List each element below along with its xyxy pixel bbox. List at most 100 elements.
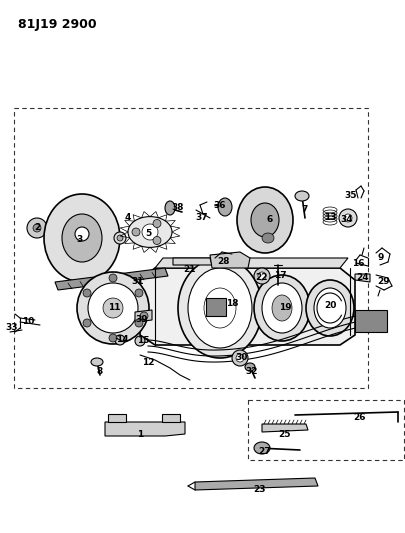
Ellipse shape xyxy=(128,216,172,247)
Circle shape xyxy=(343,214,351,222)
Text: 33: 33 xyxy=(6,324,18,333)
Text: 36: 36 xyxy=(213,201,226,211)
Text: 29: 29 xyxy=(377,278,389,287)
Ellipse shape xyxy=(254,442,269,454)
Text: 1: 1 xyxy=(136,431,143,440)
Text: 13: 13 xyxy=(323,214,335,222)
Ellipse shape xyxy=(91,358,103,366)
Circle shape xyxy=(109,274,117,282)
Text: 11: 11 xyxy=(107,303,120,311)
Polygon shape xyxy=(209,252,249,268)
Circle shape xyxy=(231,350,247,366)
Ellipse shape xyxy=(271,295,291,321)
Circle shape xyxy=(33,224,41,232)
Ellipse shape xyxy=(250,203,278,237)
Circle shape xyxy=(134,319,143,327)
Circle shape xyxy=(27,218,47,238)
Circle shape xyxy=(142,224,158,240)
Text: 22: 22 xyxy=(255,273,268,282)
Polygon shape xyxy=(140,268,354,345)
Text: 17: 17 xyxy=(273,271,286,279)
Polygon shape xyxy=(261,424,307,432)
Circle shape xyxy=(83,289,91,297)
Polygon shape xyxy=(194,478,317,490)
Circle shape xyxy=(88,283,138,333)
Bar xyxy=(247,400,403,460)
Text: 4: 4 xyxy=(124,214,131,222)
Text: 21: 21 xyxy=(183,265,196,274)
Text: 23: 23 xyxy=(253,486,266,495)
Text: 8: 8 xyxy=(97,367,103,376)
Ellipse shape xyxy=(237,187,292,253)
Text: 38: 38 xyxy=(171,203,184,212)
Bar xyxy=(162,414,179,422)
Text: 12: 12 xyxy=(141,359,154,367)
Text: 20: 20 xyxy=(323,301,335,310)
Polygon shape xyxy=(105,422,185,436)
Circle shape xyxy=(103,298,123,318)
Text: 24: 24 xyxy=(356,273,369,282)
Text: 19: 19 xyxy=(278,303,291,312)
Circle shape xyxy=(77,272,149,344)
Circle shape xyxy=(257,272,265,280)
Circle shape xyxy=(153,237,161,245)
Text: 3: 3 xyxy=(77,236,83,245)
Text: 81J19 2900: 81J19 2900 xyxy=(18,18,96,31)
Ellipse shape xyxy=(261,233,273,243)
Text: 6: 6 xyxy=(266,215,273,224)
Text: 15: 15 xyxy=(136,336,149,345)
Ellipse shape xyxy=(164,201,175,215)
Text: 7: 7 xyxy=(301,206,307,214)
Bar xyxy=(14,108,367,388)
Circle shape xyxy=(135,336,145,346)
Text: 35: 35 xyxy=(344,191,356,200)
Ellipse shape xyxy=(313,288,345,328)
Bar xyxy=(354,310,386,332)
Text: 34: 34 xyxy=(340,215,352,224)
Circle shape xyxy=(83,319,91,327)
Text: 37: 37 xyxy=(195,214,208,222)
Circle shape xyxy=(338,209,356,227)
Circle shape xyxy=(254,268,269,284)
Circle shape xyxy=(109,334,117,342)
Circle shape xyxy=(114,232,126,244)
Bar xyxy=(205,298,226,316)
Text: 10: 10 xyxy=(22,318,34,327)
Text: 18: 18 xyxy=(225,300,238,309)
Polygon shape xyxy=(155,258,347,268)
Ellipse shape xyxy=(254,275,309,341)
Text: 30: 30 xyxy=(235,353,247,362)
Text: 2: 2 xyxy=(34,223,40,232)
Ellipse shape xyxy=(188,268,252,348)
Text: 27: 27 xyxy=(258,448,271,456)
Circle shape xyxy=(75,227,89,241)
Text: 25: 25 xyxy=(278,431,290,440)
Circle shape xyxy=(235,354,243,362)
Ellipse shape xyxy=(177,258,261,358)
Polygon shape xyxy=(135,310,151,322)
Circle shape xyxy=(117,235,123,241)
Bar xyxy=(108,414,126,422)
Ellipse shape xyxy=(294,191,308,201)
Text: 39: 39 xyxy=(135,316,148,325)
Polygon shape xyxy=(173,258,211,265)
Text: 9: 9 xyxy=(377,254,383,262)
Text: 14: 14 xyxy=(115,335,128,344)
Circle shape xyxy=(140,312,148,320)
Text: 32: 32 xyxy=(245,367,258,376)
Ellipse shape xyxy=(217,198,231,216)
Text: 28: 28 xyxy=(217,256,230,265)
Ellipse shape xyxy=(261,283,301,333)
Circle shape xyxy=(132,228,140,236)
Text: 5: 5 xyxy=(145,230,151,238)
Ellipse shape xyxy=(305,280,353,336)
Circle shape xyxy=(115,335,125,345)
Ellipse shape xyxy=(44,194,120,282)
Text: 26: 26 xyxy=(353,414,365,423)
Ellipse shape xyxy=(244,363,254,371)
Polygon shape xyxy=(354,274,369,282)
Polygon shape xyxy=(55,268,168,290)
Circle shape xyxy=(134,289,143,297)
Circle shape xyxy=(153,220,161,228)
Text: 31: 31 xyxy=(132,278,144,287)
